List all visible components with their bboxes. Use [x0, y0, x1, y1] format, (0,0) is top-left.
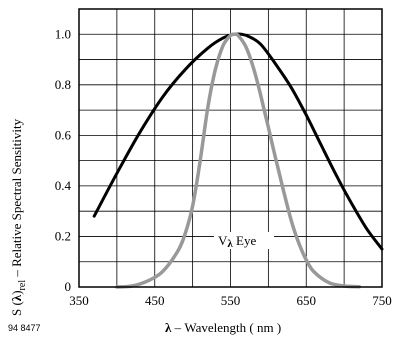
y-tick-label: 0.6: [55, 127, 72, 142]
x-axis-lambda-symbol: λ: [165, 320, 172, 335]
plot-frame: [78, 8, 383, 288]
x-tick-label: 350: [69, 293, 89, 308]
series-label-v: V: [218, 233, 228, 248]
y-axis-label-subscript: rel: [17, 280, 28, 291]
y-tick-label: 1.0: [55, 26, 71, 41]
x-tick-label: 450: [145, 293, 165, 308]
series-label: Vλ Eye: [218, 233, 256, 250]
y-axis-lambda-symbol: λ: [9, 294, 24, 301]
x-tick-label: 550: [221, 293, 241, 308]
eye-sensitivity-curve: [115, 32, 362, 289]
series-layer: [92, 32, 384, 289]
x-axis-label-text: – Wavelength ( nm ): [171, 320, 281, 335]
series-label-background: [214, 232, 274, 249]
y-axis-label-suffix: ): [9, 290, 24, 294]
series-label-eye: Eye: [233, 233, 257, 248]
x-tick-label: 750: [372, 293, 392, 308]
y-tick-label: 0: [65, 279, 72, 294]
y-tick-label: 0.8: [55, 77, 71, 92]
x-axis-label: λ – Wavelength ( nm ): [165, 320, 281, 335]
sensor-sensitivity-curve: [92, 32, 384, 251]
y-axis-label-text: – Relative Spectral Sensitivity: [9, 118, 24, 280]
y-axis-label-prefix: S (: [9, 301, 24, 316]
series-label-lambda: λ: [227, 238, 233, 250]
y-axis-label: S (λ)rel – Relative Spectral Sensitivity: [9, 118, 28, 316]
y-tick-label: 0.4: [55, 178, 72, 193]
tick-labels: 350 450 550 650 750 0 0.2 0.4 0.6 0.8 1.0: [55, 26, 392, 308]
chart-code: 94 8477: [8, 323, 41, 333]
x-tick-label: 650: [297, 293, 317, 308]
y-tick-label: 0.2: [55, 228, 71, 243]
